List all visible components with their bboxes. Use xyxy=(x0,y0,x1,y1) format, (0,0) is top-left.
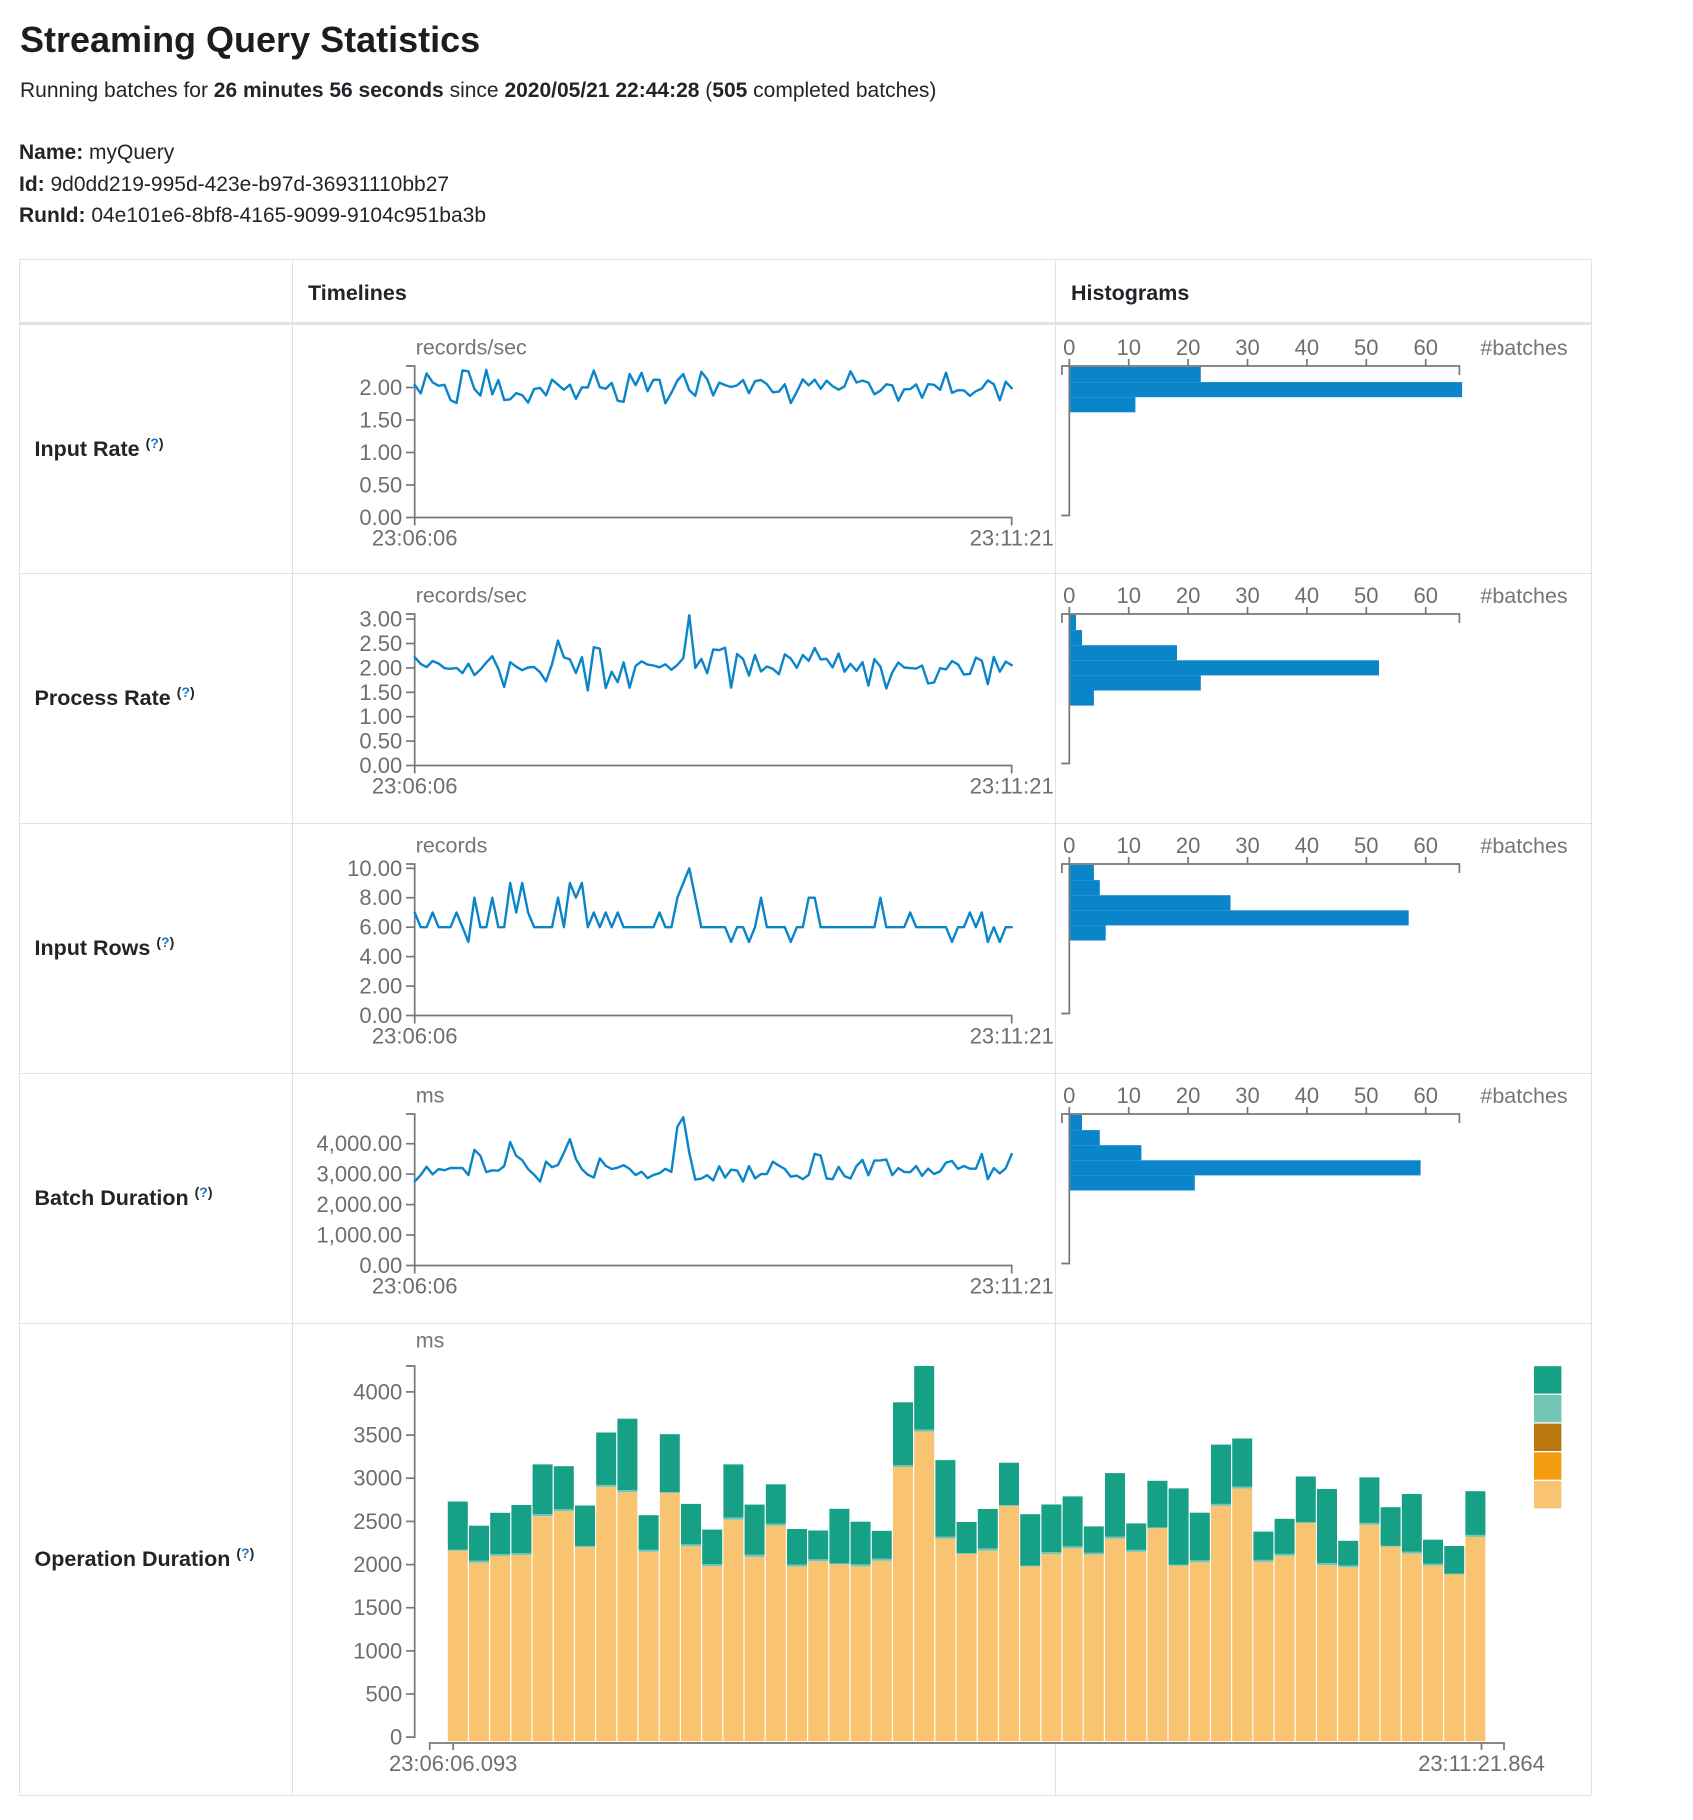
svg-text:2.00: 2.00 xyxy=(359,973,402,998)
svg-text:2.00: 2.00 xyxy=(359,655,402,680)
svg-text:50: 50 xyxy=(1354,833,1378,858)
svg-text:20: 20 xyxy=(1175,583,1199,608)
svg-text:3,000.00: 3,000.00 xyxy=(317,1161,403,1186)
svg-text:10: 10 xyxy=(1116,1083,1140,1108)
svg-text:50: 50 xyxy=(1354,335,1378,360)
svg-text:8.00: 8.00 xyxy=(359,885,402,910)
svg-text:23:06:06.093: 23:06:06.093 xyxy=(389,1751,517,1776)
svg-text:3.00: 3.00 xyxy=(359,606,402,631)
svg-text:records/sec: records/sec xyxy=(416,335,527,359)
svg-text:ms: ms xyxy=(416,1083,445,1107)
svg-text:60: 60 xyxy=(1413,335,1437,360)
svg-text:10.00: 10.00 xyxy=(347,856,402,881)
svg-text:3500: 3500 xyxy=(353,1422,402,1447)
svg-text:23:06:06: 23:06:06 xyxy=(372,773,458,798)
svg-text:0.50: 0.50 xyxy=(359,728,402,753)
svg-text:1.50: 1.50 xyxy=(359,680,402,705)
svg-text:#batches: #batches xyxy=(1480,1084,1567,1108)
svg-text:0.00: 0.00 xyxy=(359,1003,402,1028)
svg-text:1.00: 1.00 xyxy=(359,440,402,465)
svg-text:30: 30 xyxy=(1235,1083,1259,1108)
svg-text:1000: 1000 xyxy=(353,1638,402,1663)
svg-text:#batches: #batches xyxy=(1480,834,1567,858)
svg-text:40: 40 xyxy=(1294,1083,1318,1108)
svg-text:2.50: 2.50 xyxy=(359,631,402,656)
svg-text:60: 60 xyxy=(1413,583,1437,608)
svg-text:20: 20 xyxy=(1175,833,1199,858)
svg-text:4000: 4000 xyxy=(353,1379,402,1404)
svg-text:23:11:21: 23:11:21 xyxy=(970,773,1054,798)
svg-text:30: 30 xyxy=(1235,833,1259,858)
svg-text:23:06:06: 23:06:06 xyxy=(372,1273,458,1298)
svg-text:0: 0 xyxy=(1063,1083,1075,1108)
svg-text:0: 0 xyxy=(390,1724,402,1749)
svg-text:records/sec: records/sec xyxy=(416,583,527,607)
svg-text:30: 30 xyxy=(1235,335,1259,360)
svg-text:6.00: 6.00 xyxy=(359,914,402,939)
svg-text:23:06:06: 23:06:06 xyxy=(372,1023,458,1048)
svg-text:23:11:21.864: 23:11:21.864 xyxy=(1418,1751,1545,1776)
svg-text:3000: 3000 xyxy=(353,1465,402,1490)
svg-text:0: 0 xyxy=(1063,833,1075,858)
svg-text:1,000.00: 1,000.00 xyxy=(317,1222,403,1247)
svg-text:2500: 2500 xyxy=(353,1509,402,1534)
svg-text:500: 500 xyxy=(365,1681,402,1706)
svg-text:20: 20 xyxy=(1175,335,1199,360)
svg-text:4,000.00: 4,000.00 xyxy=(317,1131,403,1156)
svg-text:50: 50 xyxy=(1354,583,1378,608)
svg-text:#batches: #batches xyxy=(1480,336,1567,360)
svg-text:0: 0 xyxy=(1063,335,1075,360)
svg-text:#batches: #batches xyxy=(1480,584,1567,608)
svg-text:1500: 1500 xyxy=(353,1595,402,1620)
svg-text:2.00: 2.00 xyxy=(359,375,402,400)
svg-text:1.00: 1.00 xyxy=(359,704,402,729)
svg-text:2000: 2000 xyxy=(353,1552,402,1577)
svg-text:10: 10 xyxy=(1116,833,1140,858)
svg-text:40: 40 xyxy=(1294,335,1318,360)
svg-text:40: 40 xyxy=(1294,833,1318,858)
svg-text:23:11:21: 23:11:21 xyxy=(970,1023,1054,1048)
svg-text:0: 0 xyxy=(1063,583,1075,608)
svg-text:10: 10 xyxy=(1116,335,1140,360)
svg-text:records: records xyxy=(416,833,488,857)
svg-text:60: 60 xyxy=(1413,1083,1437,1108)
svg-text:23:11:21: 23:11:21 xyxy=(970,1273,1054,1298)
svg-text:30: 30 xyxy=(1235,583,1259,608)
svg-text:ms: ms xyxy=(416,1328,445,1352)
svg-text:20: 20 xyxy=(1175,1083,1199,1108)
svg-text:1.50: 1.50 xyxy=(359,407,402,432)
svg-text:0.00: 0.00 xyxy=(359,1253,402,1278)
svg-text:2,000.00: 2,000.00 xyxy=(317,1192,403,1217)
svg-text:4.00: 4.00 xyxy=(359,944,402,969)
svg-text:60: 60 xyxy=(1413,833,1437,858)
svg-text:40: 40 xyxy=(1294,583,1318,608)
svg-text:50: 50 xyxy=(1354,1083,1378,1108)
svg-text:0.00: 0.00 xyxy=(359,753,402,778)
svg-text:23:11:21: 23:11:21 xyxy=(970,525,1054,550)
svg-text:10: 10 xyxy=(1116,583,1140,608)
svg-text:23:06:06: 23:06:06 xyxy=(372,525,458,550)
svg-text:0.00: 0.00 xyxy=(359,505,402,530)
svg-text:0.50: 0.50 xyxy=(359,472,402,497)
